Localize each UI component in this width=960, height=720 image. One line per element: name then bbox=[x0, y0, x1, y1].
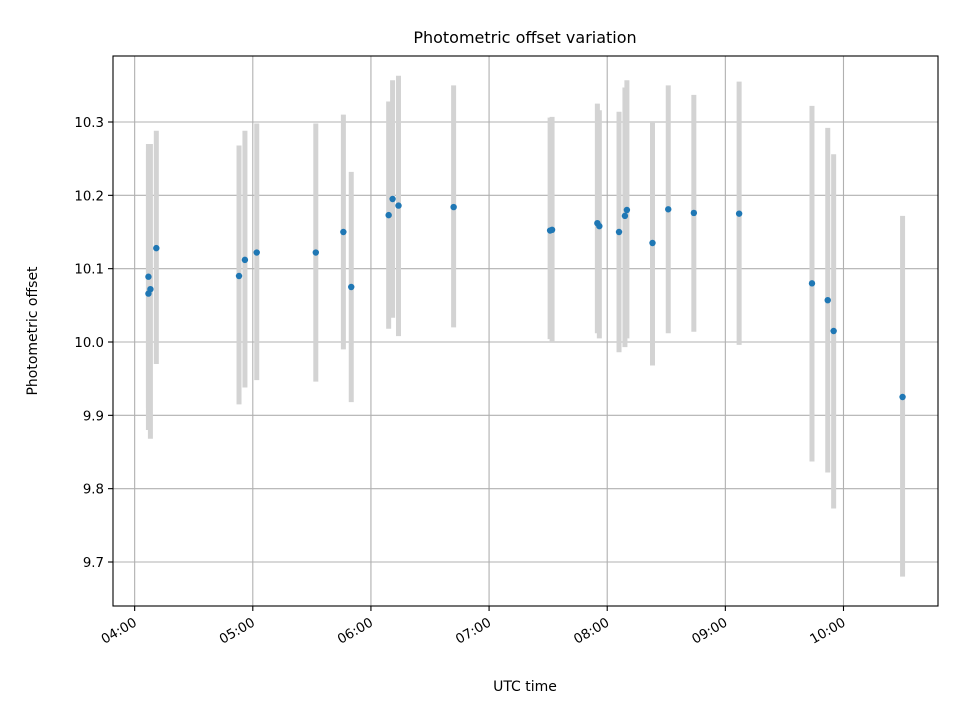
data-point bbox=[450, 203, 457, 211]
data-point bbox=[808, 280, 816, 287]
plot-frame bbox=[112, 55, 939, 607]
y-tick-label: 10.2 bbox=[74, 189, 104, 204]
data-points bbox=[145, 195, 906, 401]
data-point bbox=[395, 202, 402, 209]
data-point bbox=[153, 244, 160, 252]
y-tick-label: 9.7 bbox=[83, 556, 104, 571]
data-point bbox=[340, 228, 347, 236]
data-point bbox=[348, 283, 355, 291]
data-point bbox=[665, 206, 672, 213]
x-axis-label: UTC time bbox=[493, 679, 557, 695]
y-tick-label: 9.9 bbox=[83, 409, 104, 424]
plot-area bbox=[113, 56, 938, 606]
data-point bbox=[235, 272, 243, 280]
grid bbox=[113, 56, 938, 606]
data-point bbox=[389, 195, 396, 203]
data-point bbox=[241, 256, 249, 264]
data-point bbox=[615, 228, 623, 236]
data-point bbox=[145, 290, 152, 297]
chart-title: Photometric offset variation bbox=[413, 28, 636, 47]
data-point bbox=[548, 226, 556, 233]
data-point bbox=[824, 297, 831, 304]
data-point bbox=[649, 239, 656, 247]
data-point bbox=[623, 206, 631, 214]
data-point bbox=[312, 249, 320, 256]
y-tick-label: 10.3 bbox=[74, 116, 104, 131]
data-point bbox=[899, 393, 906, 401]
y-tick-label: 10.1 bbox=[74, 263, 104, 278]
data-point bbox=[596, 222, 603, 230]
data-point bbox=[735, 210, 743, 217]
data-point bbox=[253, 249, 260, 256]
data-point bbox=[145, 273, 152, 280]
y-tick-label: 10.0 bbox=[74, 336, 104, 351]
data-point bbox=[385, 211, 392, 219]
y-axis-label: Photometric offset bbox=[25, 266, 41, 396]
y-tick-label: 9.8 bbox=[83, 483, 104, 498]
data-point bbox=[830, 327, 837, 335]
data-point bbox=[621, 212, 629, 220]
data-point bbox=[690, 209, 698, 217]
